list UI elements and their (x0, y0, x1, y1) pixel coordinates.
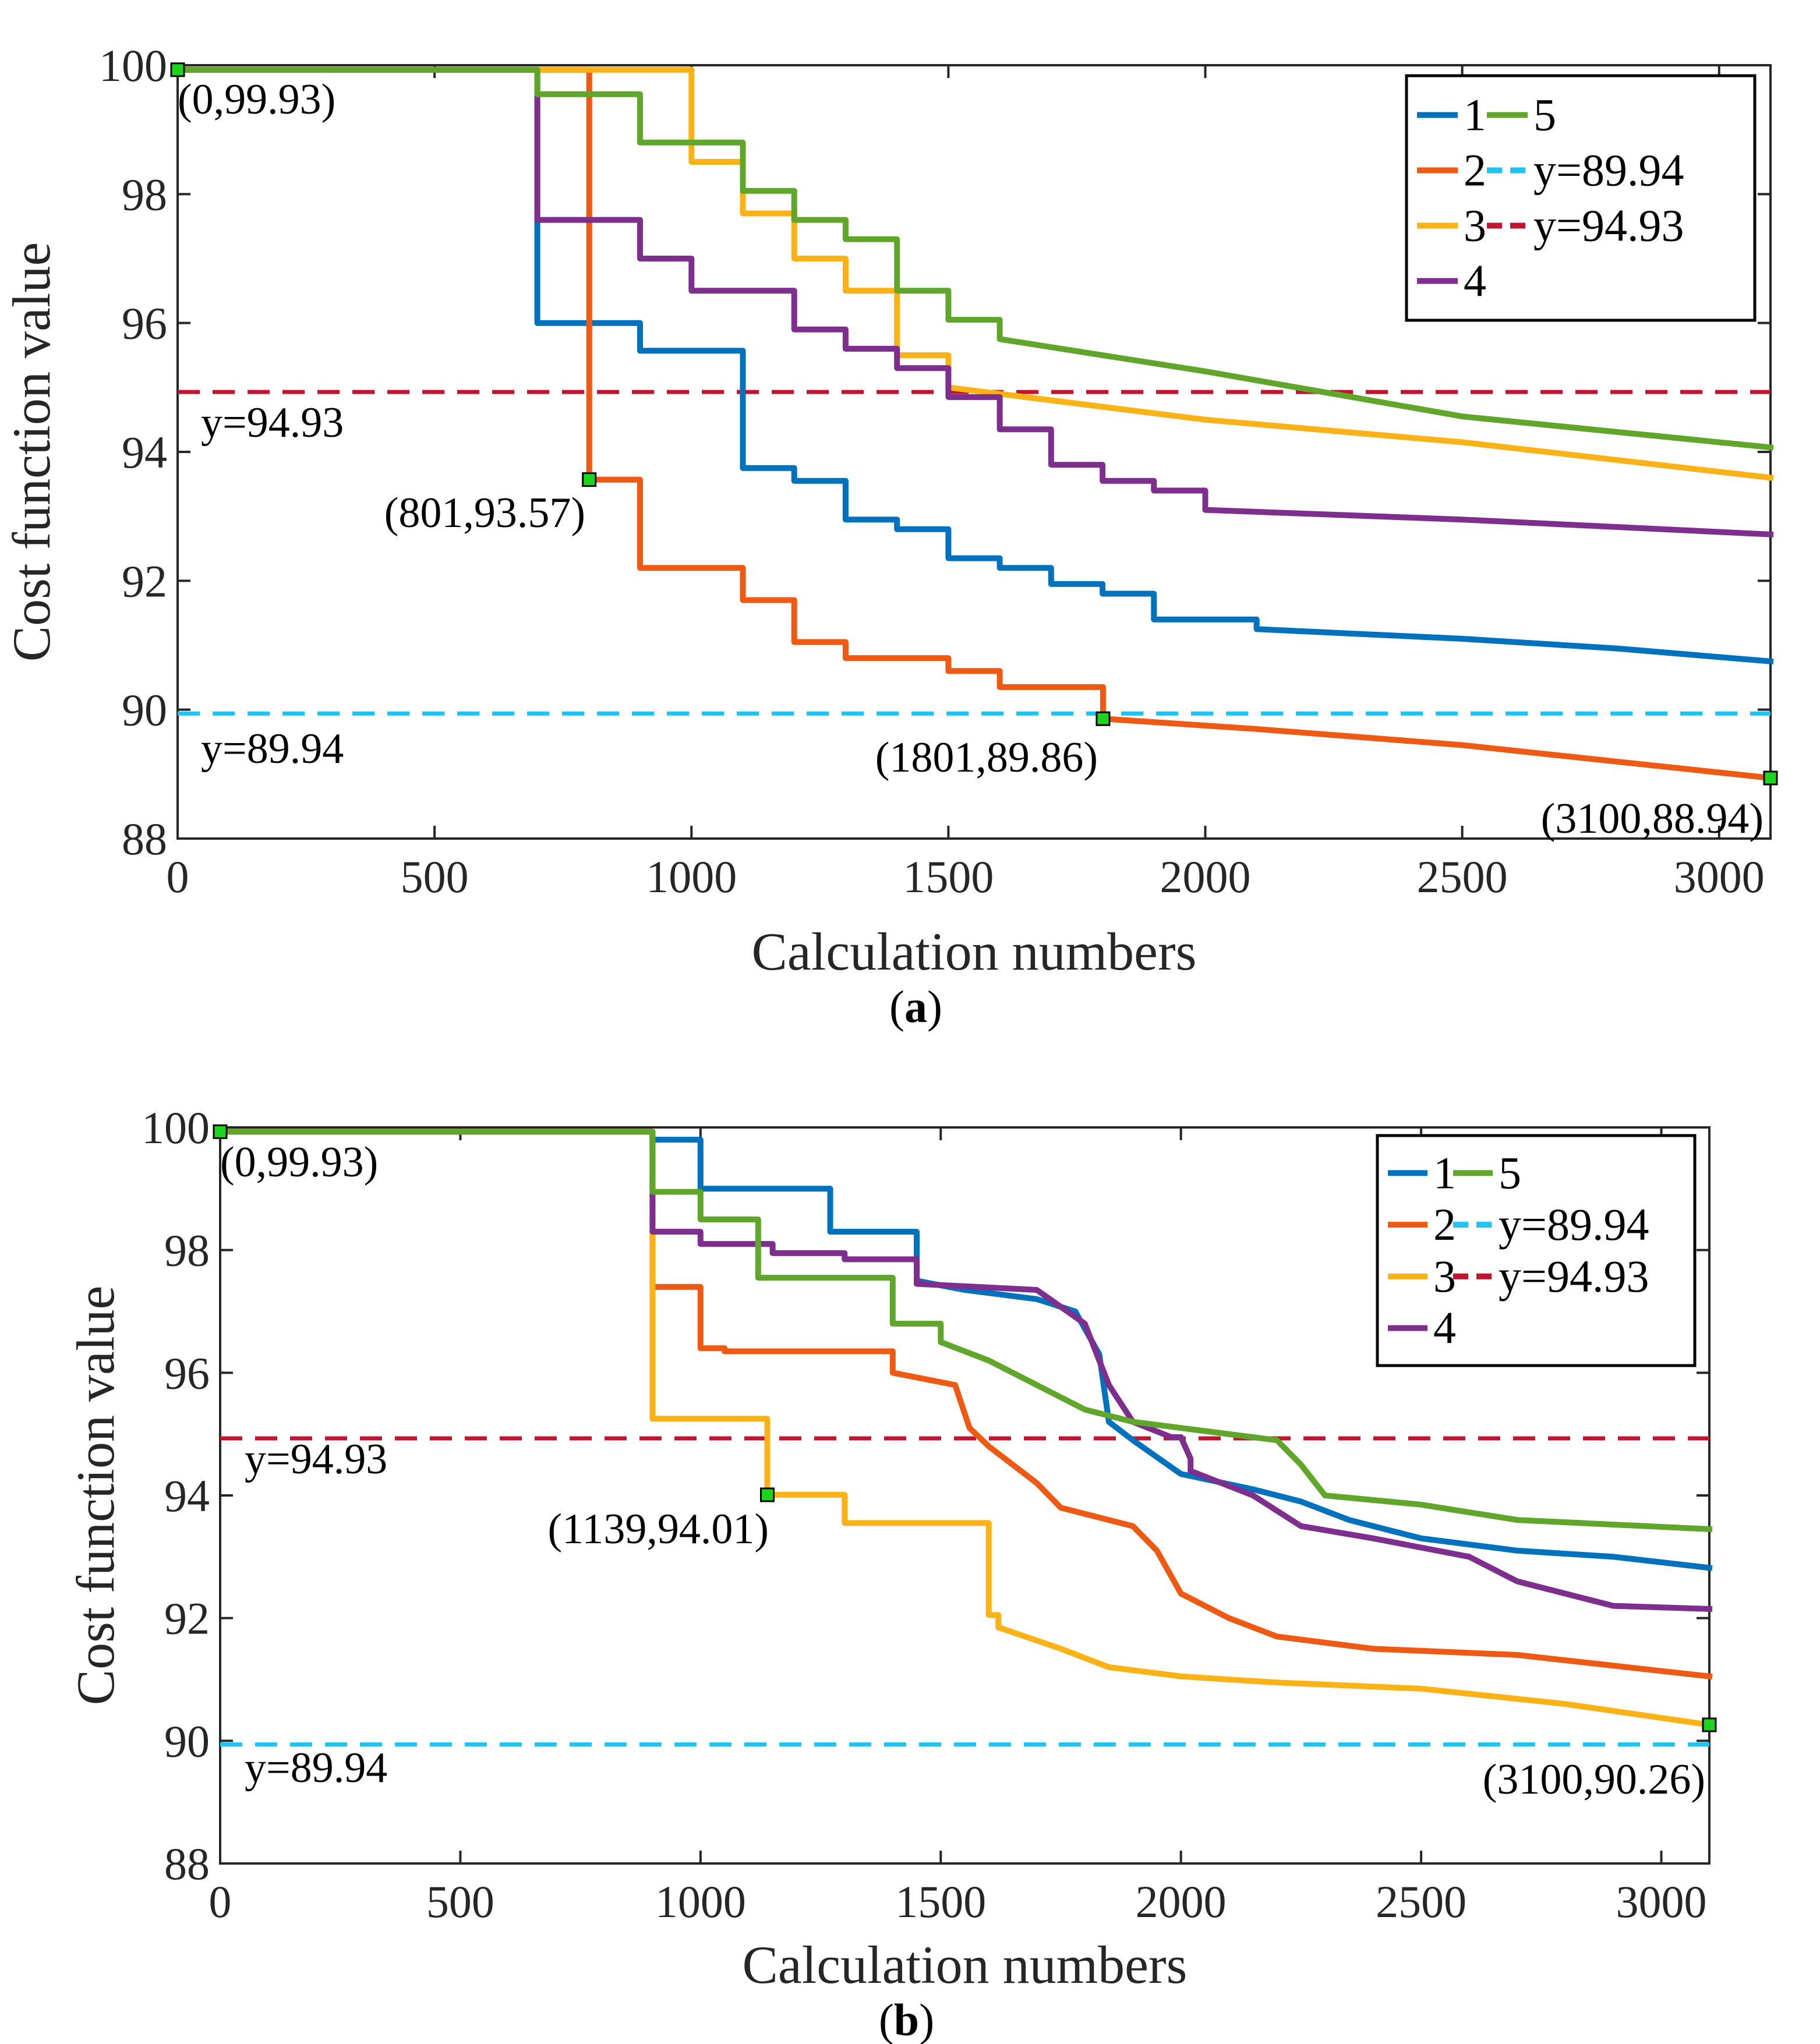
x-tick-label: 1500 (903, 851, 994, 902)
x-tick-label: 2500 (1376, 1876, 1466, 1927)
data-point-label: (1801,89.86) (875, 734, 1098, 781)
series-line-4 (175, 66, 1774, 537)
legend-label: y=89.94 (1533, 145, 1684, 196)
chart-panel-b: 0 500 1000 1500 2000 2500 3000 88 90 92 94 96 98 100 C… (66, 1102, 1717, 2044)
data-point-marker (1095, 711, 1111, 726)
panel-caption: (a) (889, 981, 942, 1032)
caption-letter: a (904, 981, 927, 1032)
series-line-5 (175, 66, 1774, 451)
data-point-marker (213, 1124, 228, 1139)
y-tick-label: 100 (99, 40, 167, 91)
series-line-4 (217, 1129, 1713, 1612)
y-tick-label: 100 (142, 1102, 210, 1153)
x-tick-label: 0 (167, 851, 189, 902)
x-tick-label: 1500 (895, 1876, 986, 1927)
legend-label: 5 (1533, 90, 1556, 140)
data-point-marker (170, 62, 185, 77)
reference-line-label: y=89.94 (201, 725, 344, 773)
series-line-5 (217, 1129, 1713, 1533)
x-tick-label: 1000 (655, 1876, 746, 1927)
caption-paren: ( (889, 981, 904, 1032)
series-line-2 (217, 1129, 1713, 1680)
y-tick-label: 92 (122, 556, 167, 606)
legend-label: 2 (1433, 1199, 1456, 1250)
caption-paren: ) (919, 1995, 934, 2044)
legend-label: y=89.94 (1499, 1199, 1649, 1250)
legend-label: y=94.93 (1533, 200, 1684, 251)
data-point-label: (801,93.57) (384, 489, 585, 537)
x-tick-label: 1000 (646, 851, 737, 902)
data-point-label: (1139,94.01) (547, 1505, 769, 1553)
x-tick-label: 3000 (1674, 851, 1765, 902)
y-tick-label: 90 (122, 685, 167, 735)
legend-label: y=94.93 (1499, 1251, 1649, 1302)
data-point-marker (1763, 770, 1778, 786)
legend-label: 5 (1499, 1147, 1521, 1198)
series-line-1 (217, 1129, 1713, 1571)
x-tick-label: 3000 (1616, 1876, 1707, 1927)
legend-label: 3 (1433, 1251, 1456, 1302)
reference-line-label: y=94.93 (245, 1435, 387, 1483)
y-tick-label: 98 (122, 169, 167, 220)
y-tick-label: 94 (122, 427, 167, 478)
legend-label: 3 (1464, 200, 1486, 251)
y-tick-label: 96 (122, 298, 167, 349)
series-line-3 (217, 1129, 1713, 1728)
data-point-label: (0,99.93) (178, 76, 335, 123)
y-tick-label: 88 (164, 1838, 210, 1889)
x-tick-label: 2000 (1160, 851, 1251, 902)
y-axis-title: Cost function value (2, 242, 61, 662)
data-point-marker (759, 1487, 775, 1502)
data-point-marker (1702, 1717, 1717, 1732)
y-axis-title: Cost function value (66, 1286, 125, 1706)
x-axis-title: Calculation numbers (743, 1935, 1188, 1995)
panel-caption: (b) (879, 1995, 934, 2044)
x-tick-label: 500 (426, 1876, 494, 1927)
x-axis-title: Calculation numbers (752, 922, 1197, 981)
reference-line-label: y=94.93 (201, 399, 344, 447)
caption-paren: ) (927, 981, 942, 1032)
y-tick-label: 94 (164, 1470, 210, 1521)
x-tick-label: 500 (401, 851, 469, 902)
x-tick-label: 2000 (1136, 1876, 1227, 1927)
series-line-1 (175, 66, 1774, 665)
data-point-marker (582, 472, 597, 487)
legend-label: 4 (1464, 256, 1486, 306)
series-line-3 (175, 66, 1774, 481)
legend-label: 1 (1433, 1147, 1456, 1198)
legend-box (1405, 74, 1757, 322)
data-point-label: (3100,90.26) (1483, 1756, 1705, 1803)
x-tick-label: 2500 (1417, 851, 1508, 902)
legend-label: 2 (1464, 145, 1486, 196)
y-tick-label: 88 (122, 814, 167, 864)
y-tick-label: 92 (164, 1593, 210, 1644)
x-tick-label: 0 (209, 1876, 232, 1927)
y-tick-label: 90 (164, 1716, 210, 1766)
legend-label: 1 (1464, 90, 1486, 140)
caption-letter: b (894, 1995, 919, 2044)
data-point-label: (0,99.93) (220, 1138, 378, 1186)
legend-box (1376, 1134, 1697, 1367)
chart-panel-a: 0 500 1000 1500 2000 2500 3000 88 90 92 94 96 98 100 C… (2, 40, 1778, 1032)
legend-label: 4 (1433, 1303, 1456, 1353)
caption-paren: ( (879, 1995, 894, 2044)
reference-line-label: y=89.94 (245, 1744, 387, 1792)
y-tick-label: 96 (164, 1348, 210, 1398)
y-tick-label: 98 (164, 1225, 210, 1276)
data-point-label: (3100,88.94) (1541, 795, 1764, 843)
